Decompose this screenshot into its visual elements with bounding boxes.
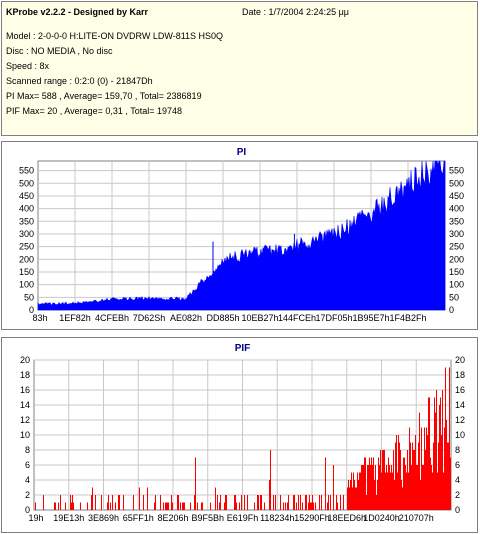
y-tick-label-right: 250: [449, 242, 464, 252]
x-tick-label: 65FF1h: [123, 513, 154, 523]
y-tick-label-right: 6: [455, 460, 460, 470]
y-tick-label-left: 10: [20, 430, 30, 440]
pif-chart-panel: PIF 0 0 2 2 4 4 6 6 8 8 10 10 12 12 14 14 16 16 18 18 20 20 19h…: [1, 337, 478, 533]
y-tick-label-right: 350: [449, 216, 464, 226]
y-tick-label-right: 300: [449, 229, 464, 239]
chart-title: PIF: [235, 343, 251, 354]
pi-chart: PI 0 0 50 50 100 100 150 150 200 200 250 250 300 300 35…: [19, 147, 464, 323]
y-tick-label-right: 14: [455, 400, 465, 410]
pif-chart: PIF 0 0 2 2 4 4 6 6 8 8 10 10 12 12 14 14 16 16 18 18 20 20 19h…: [20, 343, 465, 523]
y-tick-label-right: 400: [449, 204, 464, 214]
x-tick-label: 210707h: [399, 513, 434, 523]
y-tick-label-left: 4: [25, 475, 30, 485]
y-tick-label-right: 12: [455, 415, 465, 425]
y-tick-label-right: 2: [455, 490, 460, 500]
y-tick-label-left: 0: [29, 305, 34, 315]
y-tick-label-left: 500: [19, 178, 34, 188]
y-tick-label-left: 250: [19, 242, 34, 252]
info-panel: KProbe v2.2.2 - Designed by Karr Date : …: [1, 1, 478, 136]
info-speed: Speed : 8x: [6, 61, 50, 71]
info-range: Scanned range : 0:2:0 (0) - 21847Dh: [6, 76, 153, 86]
y-tick-label-right: 18: [455, 370, 465, 380]
y-tick-label-right: 450: [449, 191, 464, 201]
x-tick-label: 1EF82h: [59, 313, 91, 323]
app-title: KProbe v2.2.2 - Designed by Karr: [6, 7, 149, 17]
y-tick-label-right: 0: [455, 505, 460, 515]
y-tick-label-right: 150: [449, 267, 464, 277]
x-tick-label: 1B95E7h: [352, 313, 389, 323]
x-tick-label: 144FCEh: [278, 313, 316, 323]
x-tick-label: 10EB27h: [241, 313, 278, 323]
x-tick-label: 19h: [28, 513, 43, 523]
y-tick-label-left: 450: [19, 191, 34, 201]
y-tick-label-left: 350: [19, 216, 34, 226]
y-tick-label-left: 6: [25, 460, 30, 470]
x-tick-label: 18EED6h: [327, 513, 366, 523]
info-pif-stats: PIF Max= 20 , Average= 0,31 , Total= 197…: [6, 106, 183, 116]
y-tick-label-left: 100: [19, 280, 34, 290]
x-tick-label: E619Fh: [227, 513, 259, 523]
x-tick-label: 7D62Sh: [133, 313, 166, 323]
x-tick-label: 3E869h: [88, 513, 119, 523]
x-tick-label: 1D0240h: [363, 513, 400, 523]
y-tick-label-right: 100: [449, 280, 464, 290]
info-disc: Disc : NO MEDIA , No disc: [6, 46, 113, 56]
info-model: Model : 2-0-0-0 H:LITE-ON DVDRW LDW-811S…: [6, 31, 224, 41]
y-tick-label-left: 150: [19, 267, 34, 277]
y-tick-label-left: 16: [20, 385, 30, 395]
y-tick-label-left: 300: [19, 229, 34, 239]
y-tick-label-left: 400: [19, 204, 34, 214]
x-tick-label: 118234h: [260, 513, 294, 523]
chart-title: PI: [237, 147, 247, 158]
y-tick-label-right: 0: [449, 305, 454, 315]
y-tick-label-right: 500: [449, 178, 464, 188]
y-tick-label-left: 18: [20, 370, 30, 380]
y-tick-label-right: 8: [455, 445, 460, 455]
scan-date: Date : 1/7/2004 2:24:25 μμ: [242, 7, 349, 17]
y-tick-label-left: 20: [20, 355, 30, 365]
x-tick-label: 4CFEBh: [95, 313, 129, 323]
x-tick-label: AE082h: [170, 313, 202, 323]
y-tick-label-left: 0: [25, 505, 30, 515]
y-tick-label-right: 16: [455, 385, 465, 395]
y-tick-label-left: 14: [20, 400, 30, 410]
y-tick-label-left: 550: [19, 166, 34, 176]
y-tick-label-left: 200: [19, 254, 34, 264]
y-tick-label-left: 12: [20, 415, 30, 425]
x-tick-label: 17DF05h: [315, 313, 352, 323]
x-tick-label: 15290Fh: [294, 513, 330, 523]
y-tick-label-left: 50: [24, 292, 34, 302]
x-tick-label: DD885h: [206, 313, 239, 323]
x-tick-label: B9F5Bh: [191, 513, 224, 523]
y-tick-label-right: 20: [455, 355, 465, 365]
y-tick-label-right: 4: [455, 475, 460, 485]
y-tick-label-right: 10: [455, 430, 465, 440]
info-pi-stats: PI Max= 588 , Average= 159,70 , Total= 2…: [6, 91, 202, 101]
y-tick-label-right: 550: [449, 166, 464, 176]
pi-series-area: [37, 160, 446, 311]
y-tick-label-left: 8: [25, 445, 30, 455]
x-tick-label: 19E13h: [53, 513, 84, 523]
x-tick-label: 8E206h: [157, 513, 188, 523]
x-tick-label: 83h: [32, 313, 47, 323]
y-tick-label-right: 200: [449, 254, 464, 264]
x-tick-label: 1F4B2Fh: [389, 313, 426, 323]
pi-chart-panel: PI 0 0 50 50 100 100 150 150 200 200 250 250 300 300 35…: [1, 141, 478, 330]
y-tick-label-left: 2: [25, 490, 30, 500]
y-tick-label-right: 50: [449, 292, 459, 302]
